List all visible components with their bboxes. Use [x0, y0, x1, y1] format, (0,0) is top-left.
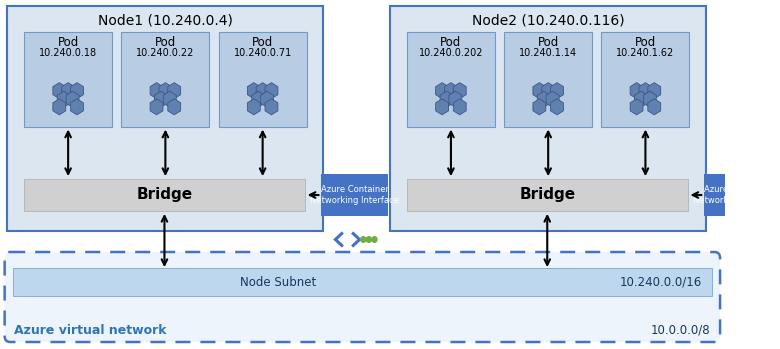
Text: Pod: Pod — [537, 37, 558, 50]
Text: 10.240.0.0/16: 10.240.0.0/16 — [620, 275, 703, 289]
FancyBboxPatch shape — [13, 268, 711, 296]
Text: Pod: Pod — [440, 37, 462, 50]
Text: Bridge: Bridge — [136, 187, 193, 202]
Text: 10.0.0.0/8: 10.0.0.0/8 — [651, 324, 711, 336]
Text: 10.240.0.202: 10.240.0.202 — [419, 48, 483, 58]
FancyBboxPatch shape — [8, 6, 324, 231]
Text: Pod: Pod — [58, 37, 79, 50]
FancyBboxPatch shape — [122, 32, 209, 127]
FancyBboxPatch shape — [5, 252, 720, 342]
Circle shape — [372, 237, 377, 242]
Text: Node2 (10.240.0.116): Node2 (10.240.0.116) — [472, 13, 625, 27]
FancyBboxPatch shape — [504, 32, 592, 127]
Text: 10.240.0.18: 10.240.0.18 — [39, 48, 98, 58]
Text: Azure virtual network: Azure virtual network — [14, 324, 166, 336]
FancyBboxPatch shape — [407, 179, 687, 211]
FancyBboxPatch shape — [24, 179, 305, 211]
Text: Bridge: Bridge — [519, 187, 576, 202]
Text: Azure Container
Networking Interface: Azure Container Networking Interface — [693, 185, 780, 205]
Text: 10.240.1.14: 10.240.1.14 — [519, 48, 577, 58]
FancyBboxPatch shape — [218, 32, 307, 127]
FancyBboxPatch shape — [24, 32, 112, 127]
Text: Pod: Pod — [252, 37, 273, 50]
Text: Azure Container
Networking Interface: Azure Container Networking Interface — [310, 185, 399, 205]
Text: Pod: Pod — [154, 37, 176, 50]
Text: 10.240.0.22: 10.240.0.22 — [136, 48, 194, 58]
Circle shape — [367, 237, 371, 242]
FancyBboxPatch shape — [704, 174, 771, 216]
Text: Pod: Pod — [635, 37, 656, 50]
Circle shape — [360, 237, 366, 242]
Text: Node Subnet: Node Subnet — [240, 275, 317, 289]
FancyBboxPatch shape — [321, 174, 388, 216]
Text: Node1 (10.240.0.4): Node1 (10.240.0.4) — [98, 13, 232, 27]
FancyBboxPatch shape — [390, 6, 706, 231]
Text: 10.240.0.71: 10.240.0.71 — [233, 48, 292, 58]
FancyBboxPatch shape — [407, 32, 495, 127]
FancyBboxPatch shape — [601, 32, 690, 127]
Text: 10.240.1.62: 10.240.1.62 — [616, 48, 675, 58]
